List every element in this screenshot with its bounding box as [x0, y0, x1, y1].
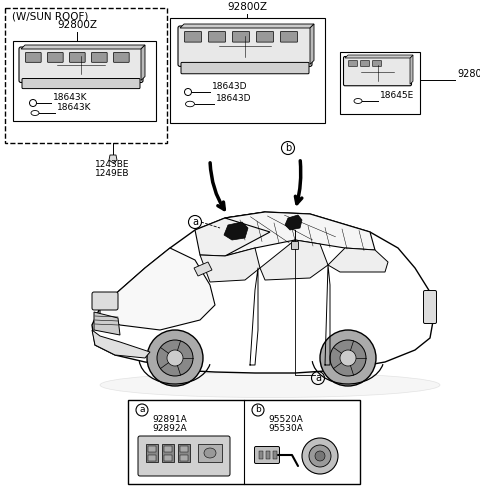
Polygon shape	[194, 262, 212, 276]
Text: 95520A: 95520A	[268, 415, 303, 424]
Ellipse shape	[100, 373, 440, 398]
FancyBboxPatch shape	[92, 53, 107, 62]
Bar	[180, 455, 188, 461]
Polygon shape	[92, 212, 435, 373]
Text: 18645E: 18645E	[380, 91, 414, 100]
Circle shape	[330, 340, 366, 376]
Bar	[164, 455, 172, 461]
Bar	[180, 446, 188, 452]
Text: a: a	[192, 217, 198, 227]
FancyBboxPatch shape	[138, 436, 230, 476]
FancyBboxPatch shape	[344, 56, 411, 86]
Bar	[164, 446, 172, 452]
Polygon shape	[345, 55, 413, 58]
Polygon shape	[92, 330, 150, 358]
FancyBboxPatch shape	[372, 60, 382, 66]
Bar	[198, 444, 222, 462]
Text: 18643K: 18643K	[57, 103, 92, 112]
Bar	[273, 451, 277, 459]
Text: 95530A: 95530A	[268, 424, 303, 433]
Text: b: b	[255, 406, 261, 414]
Bar	[170, 18, 325, 123]
Text: (W/SUN ROOF): (W/SUN ROOF)	[12, 11, 88, 21]
Text: 1243BE: 1243BE	[95, 160, 130, 169]
Text: 92800Z: 92800Z	[227, 2, 267, 12]
FancyBboxPatch shape	[113, 53, 129, 62]
Text: 92892A: 92892A	[152, 424, 187, 433]
Bar	[162, 444, 174, 462]
Polygon shape	[328, 248, 388, 272]
Text: a: a	[139, 406, 145, 414]
FancyBboxPatch shape	[208, 31, 226, 42]
Circle shape	[315, 451, 325, 461]
Polygon shape	[21, 45, 145, 49]
Circle shape	[309, 445, 331, 467]
Bar	[148, 446, 156, 452]
Polygon shape	[224, 222, 248, 240]
Circle shape	[340, 350, 356, 366]
Bar	[128, 400, 360, 484]
Circle shape	[320, 330, 376, 386]
FancyBboxPatch shape	[348, 60, 358, 66]
Bar	[146, 444, 158, 462]
Circle shape	[157, 340, 193, 376]
Bar	[5, 8, 167, 143]
Polygon shape	[200, 248, 260, 282]
Polygon shape	[195, 212, 270, 256]
Text: 92800Z: 92800Z	[57, 20, 97, 30]
Bar	[259, 451, 263, 459]
Bar	[266, 451, 270, 459]
Circle shape	[167, 350, 183, 366]
FancyBboxPatch shape	[256, 31, 274, 42]
Text: 18643D: 18643D	[216, 94, 252, 103]
Polygon shape	[260, 240, 328, 280]
Text: 92891A: 92891A	[152, 415, 187, 424]
Polygon shape	[180, 24, 314, 28]
FancyBboxPatch shape	[25, 53, 41, 62]
FancyBboxPatch shape	[70, 53, 85, 62]
Bar	[148, 455, 156, 461]
Bar	[178, 444, 190, 462]
FancyBboxPatch shape	[232, 31, 250, 42]
FancyBboxPatch shape	[254, 446, 279, 464]
Polygon shape	[310, 24, 314, 64]
Circle shape	[147, 330, 203, 386]
Polygon shape	[109, 155, 117, 163]
Polygon shape	[410, 55, 413, 84]
FancyBboxPatch shape	[92, 292, 118, 310]
FancyBboxPatch shape	[423, 291, 436, 324]
FancyBboxPatch shape	[48, 53, 63, 62]
Text: 18643K: 18643K	[53, 93, 87, 102]
Text: 1249EB: 1249EB	[95, 169, 130, 178]
Bar	[340, 52, 420, 114]
Text: b: b	[285, 143, 291, 153]
FancyBboxPatch shape	[184, 31, 202, 42]
FancyBboxPatch shape	[280, 31, 298, 42]
FancyBboxPatch shape	[19, 47, 143, 82]
Text: 92800A: 92800A	[457, 69, 480, 79]
Polygon shape	[225, 212, 375, 256]
FancyBboxPatch shape	[178, 26, 312, 66]
Polygon shape	[141, 45, 145, 81]
FancyBboxPatch shape	[22, 79, 140, 88]
Bar	[13, 41, 156, 121]
FancyBboxPatch shape	[360, 60, 370, 66]
Polygon shape	[285, 215, 302, 230]
Ellipse shape	[204, 448, 216, 458]
Text: 18643D: 18643D	[212, 82, 248, 91]
Text: a: a	[315, 373, 321, 383]
Polygon shape	[100, 248, 215, 330]
Polygon shape	[94, 312, 120, 335]
FancyBboxPatch shape	[181, 62, 309, 74]
FancyBboxPatch shape	[291, 242, 299, 249]
Circle shape	[302, 438, 338, 474]
